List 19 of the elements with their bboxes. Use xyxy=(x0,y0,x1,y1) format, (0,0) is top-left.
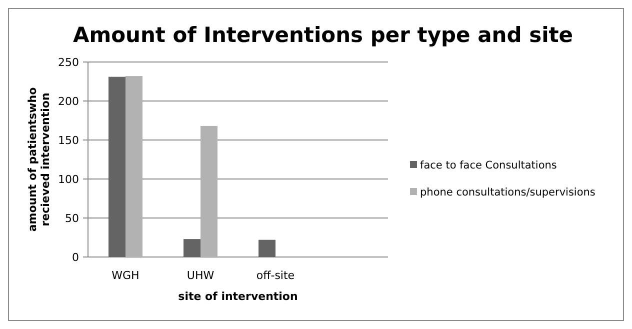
bar xyxy=(258,240,276,257)
y-tick-label: 250 xyxy=(58,56,79,69)
bar xyxy=(126,76,142,257)
bar xyxy=(108,76,126,257)
y-axis-title: amount of patientswho recieved intervention xyxy=(26,86,52,232)
y-tick-label: 0 xyxy=(72,250,79,264)
legend-label: face to face Consultations xyxy=(420,160,557,172)
x-tick-label: WGH xyxy=(112,269,140,282)
bar xyxy=(184,239,200,257)
y-tick-label: 150 xyxy=(58,134,79,147)
y-tick-label: 50 xyxy=(65,212,79,225)
bar xyxy=(200,126,218,257)
x-tick-label: off-site xyxy=(256,269,295,282)
x-axis-title: site of intervention xyxy=(178,290,298,303)
x-tick-label: UHW xyxy=(186,269,214,282)
legend-label: phone consultations/supervisions xyxy=(420,186,596,199)
chart-title: Amount of Interventions per type and site xyxy=(72,23,574,47)
y-tick-label: 100 xyxy=(58,172,79,186)
y-tick-label: 200 xyxy=(58,94,79,108)
